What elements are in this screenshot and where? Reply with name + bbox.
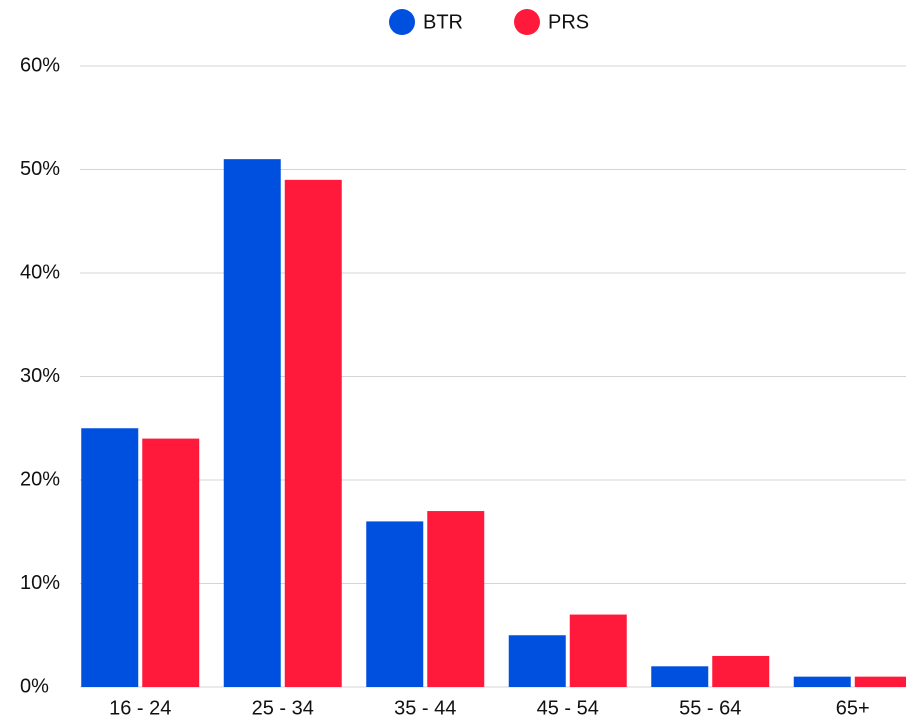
y-tick-label: 40% bbox=[20, 261, 60, 283]
x-tick-label: 55 - 64 bbox=[679, 697, 741, 719]
legend-marker bbox=[389, 9, 415, 35]
x-tick-label: 45 - 54 bbox=[537, 697, 599, 719]
x-tick-label: 25 - 34 bbox=[252, 697, 314, 719]
bar bbox=[427, 511, 485, 687]
y-tick-label: 50% bbox=[20, 158, 60, 180]
legend-marker bbox=[514, 9, 540, 35]
bar bbox=[366, 521, 424, 687]
y-tick-label: 20% bbox=[20, 468, 60, 490]
bar bbox=[651, 666, 709, 687]
bar bbox=[81, 428, 139, 687]
bar bbox=[508, 635, 566, 687]
bar bbox=[793, 676, 851, 687]
bar bbox=[284, 179, 342, 687]
y-tick-label: 10% bbox=[20, 572, 60, 594]
y-tick-label: 60% bbox=[20, 54, 60, 76]
x-tick-label: 65+ bbox=[836, 697, 870, 719]
bar bbox=[223, 159, 281, 687]
legend-label: BTR bbox=[423, 11, 463, 33]
bar bbox=[712, 655, 770, 687]
y-tick-label: 30% bbox=[20, 365, 60, 387]
bar bbox=[854, 676, 906, 687]
x-tick-label: 16 - 24 bbox=[109, 697, 171, 719]
y-tick-label: 0% bbox=[20, 675, 49, 697]
x-tick-label: 35 - 44 bbox=[394, 697, 456, 719]
bar bbox=[142, 438, 200, 687]
bar bbox=[569, 614, 627, 687]
legend-label: PRS bbox=[548, 11, 589, 33]
